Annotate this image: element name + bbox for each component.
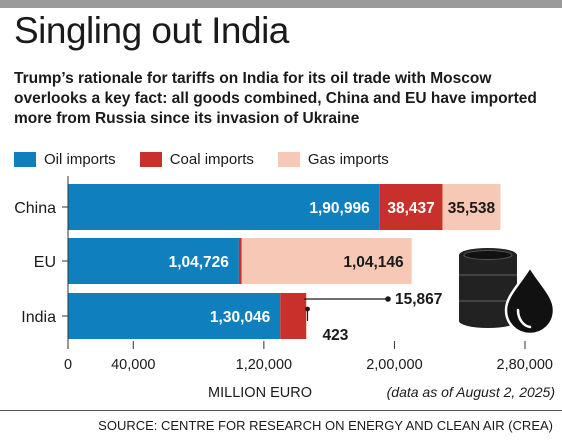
value-label-india-gas: 423 bbox=[322, 327, 348, 344]
page-title: Singling out India bbox=[14, 10, 289, 51]
legend-item-gas: Gas imports bbox=[277, 150, 389, 168]
category-label-china: China bbox=[14, 200, 56, 217]
bars-group bbox=[68, 184, 501, 339]
legend-swatch-coal bbox=[139, 151, 162, 167]
legend-swatch-oil bbox=[14, 151, 36, 167]
x-tick-label-1: 40,000 bbox=[111, 357, 155, 373]
legend-swatch-gas bbox=[277, 151, 300, 167]
x-tick-label-0: 0 bbox=[64, 357, 72, 373]
value-label-china-gas: 35,538 bbox=[448, 200, 496, 217]
stacked-bar-chart: China 1,90,996 38,437 35,538 EU 1,04,726 1,04,… bbox=[14, 176, 556, 401]
oil-barrel-icon bbox=[459, 248, 556, 336]
source-note: SOURCE: CENTRE FOR RESEARCH ON ENERGY AN… bbox=[98, 418, 553, 433]
value-label-india-oil: 1,30,046 bbox=[210, 309, 271, 326]
bar-india-coal bbox=[280, 293, 307, 339]
top-rule bbox=[0, 0, 562, 8]
bar-india-oil bbox=[68, 293, 281, 339]
x-axis-title: MILLION EURO bbox=[208, 385, 312, 401]
category-label-eu: EU bbox=[34, 254, 56, 271]
bar-china-oil bbox=[68, 184, 380, 230]
bar-china-coal bbox=[379, 184, 443, 230]
x-tick-label-4: 2,80,000 bbox=[497, 357, 553, 373]
bar-eu-coal bbox=[238, 238, 242, 284]
bar-eu-gas bbox=[241, 238, 412, 284]
value-label-eu-oil: 1,04,726 bbox=[169, 254, 230, 271]
x-axis: 0 40,000 1,20,000 2,00,000 2,80,000 bbox=[62, 176, 553, 373]
category-label-india: India bbox=[21, 309, 56, 326]
bar-china-gas bbox=[442, 184, 501, 230]
legend-label-oil: Oil imports bbox=[44, 150, 116, 168]
x-tick-label-3: 2,00,000 bbox=[366, 357, 422, 373]
callout-dot-india-coal bbox=[385, 296, 391, 302]
value-label-china-oil: 1,90,996 bbox=[309, 200, 370, 217]
legend-item-coal: Coal imports bbox=[139, 150, 254, 168]
x-tick-label-2: 1,20,000 bbox=[236, 357, 292, 373]
callout-dot-india-gas bbox=[305, 306, 310, 312]
value-label-china-coal: 38,437 bbox=[387, 200, 434, 217]
data-note: (data as of August 2, 2025) bbox=[387, 384, 555, 400]
value-label-india-coal: 15,867 bbox=[395, 291, 442, 308]
legend-label-gas: Gas imports bbox=[307, 150, 389, 168]
value-labels-group: China 1,90,996 38,437 35,538 EU 1,04,726 1,04,… bbox=[14, 200, 495, 344]
value-label-eu-gas: 1,04,146 bbox=[343, 254, 404, 271]
bar-india-gas bbox=[306, 293, 307, 339]
legend-item-oil: Oil imports bbox=[14, 151, 116, 168]
subtitle: Trump’s rationale for tariffs on India f… bbox=[14, 70, 537, 127]
bar-eu-oil bbox=[68, 238, 239, 284]
legend-label-coal: Coal imports bbox=[169, 150, 254, 168]
legend: Oil imports Coal imports Gas imports bbox=[14, 150, 413, 168]
source-rule bbox=[0, 410, 562, 411]
